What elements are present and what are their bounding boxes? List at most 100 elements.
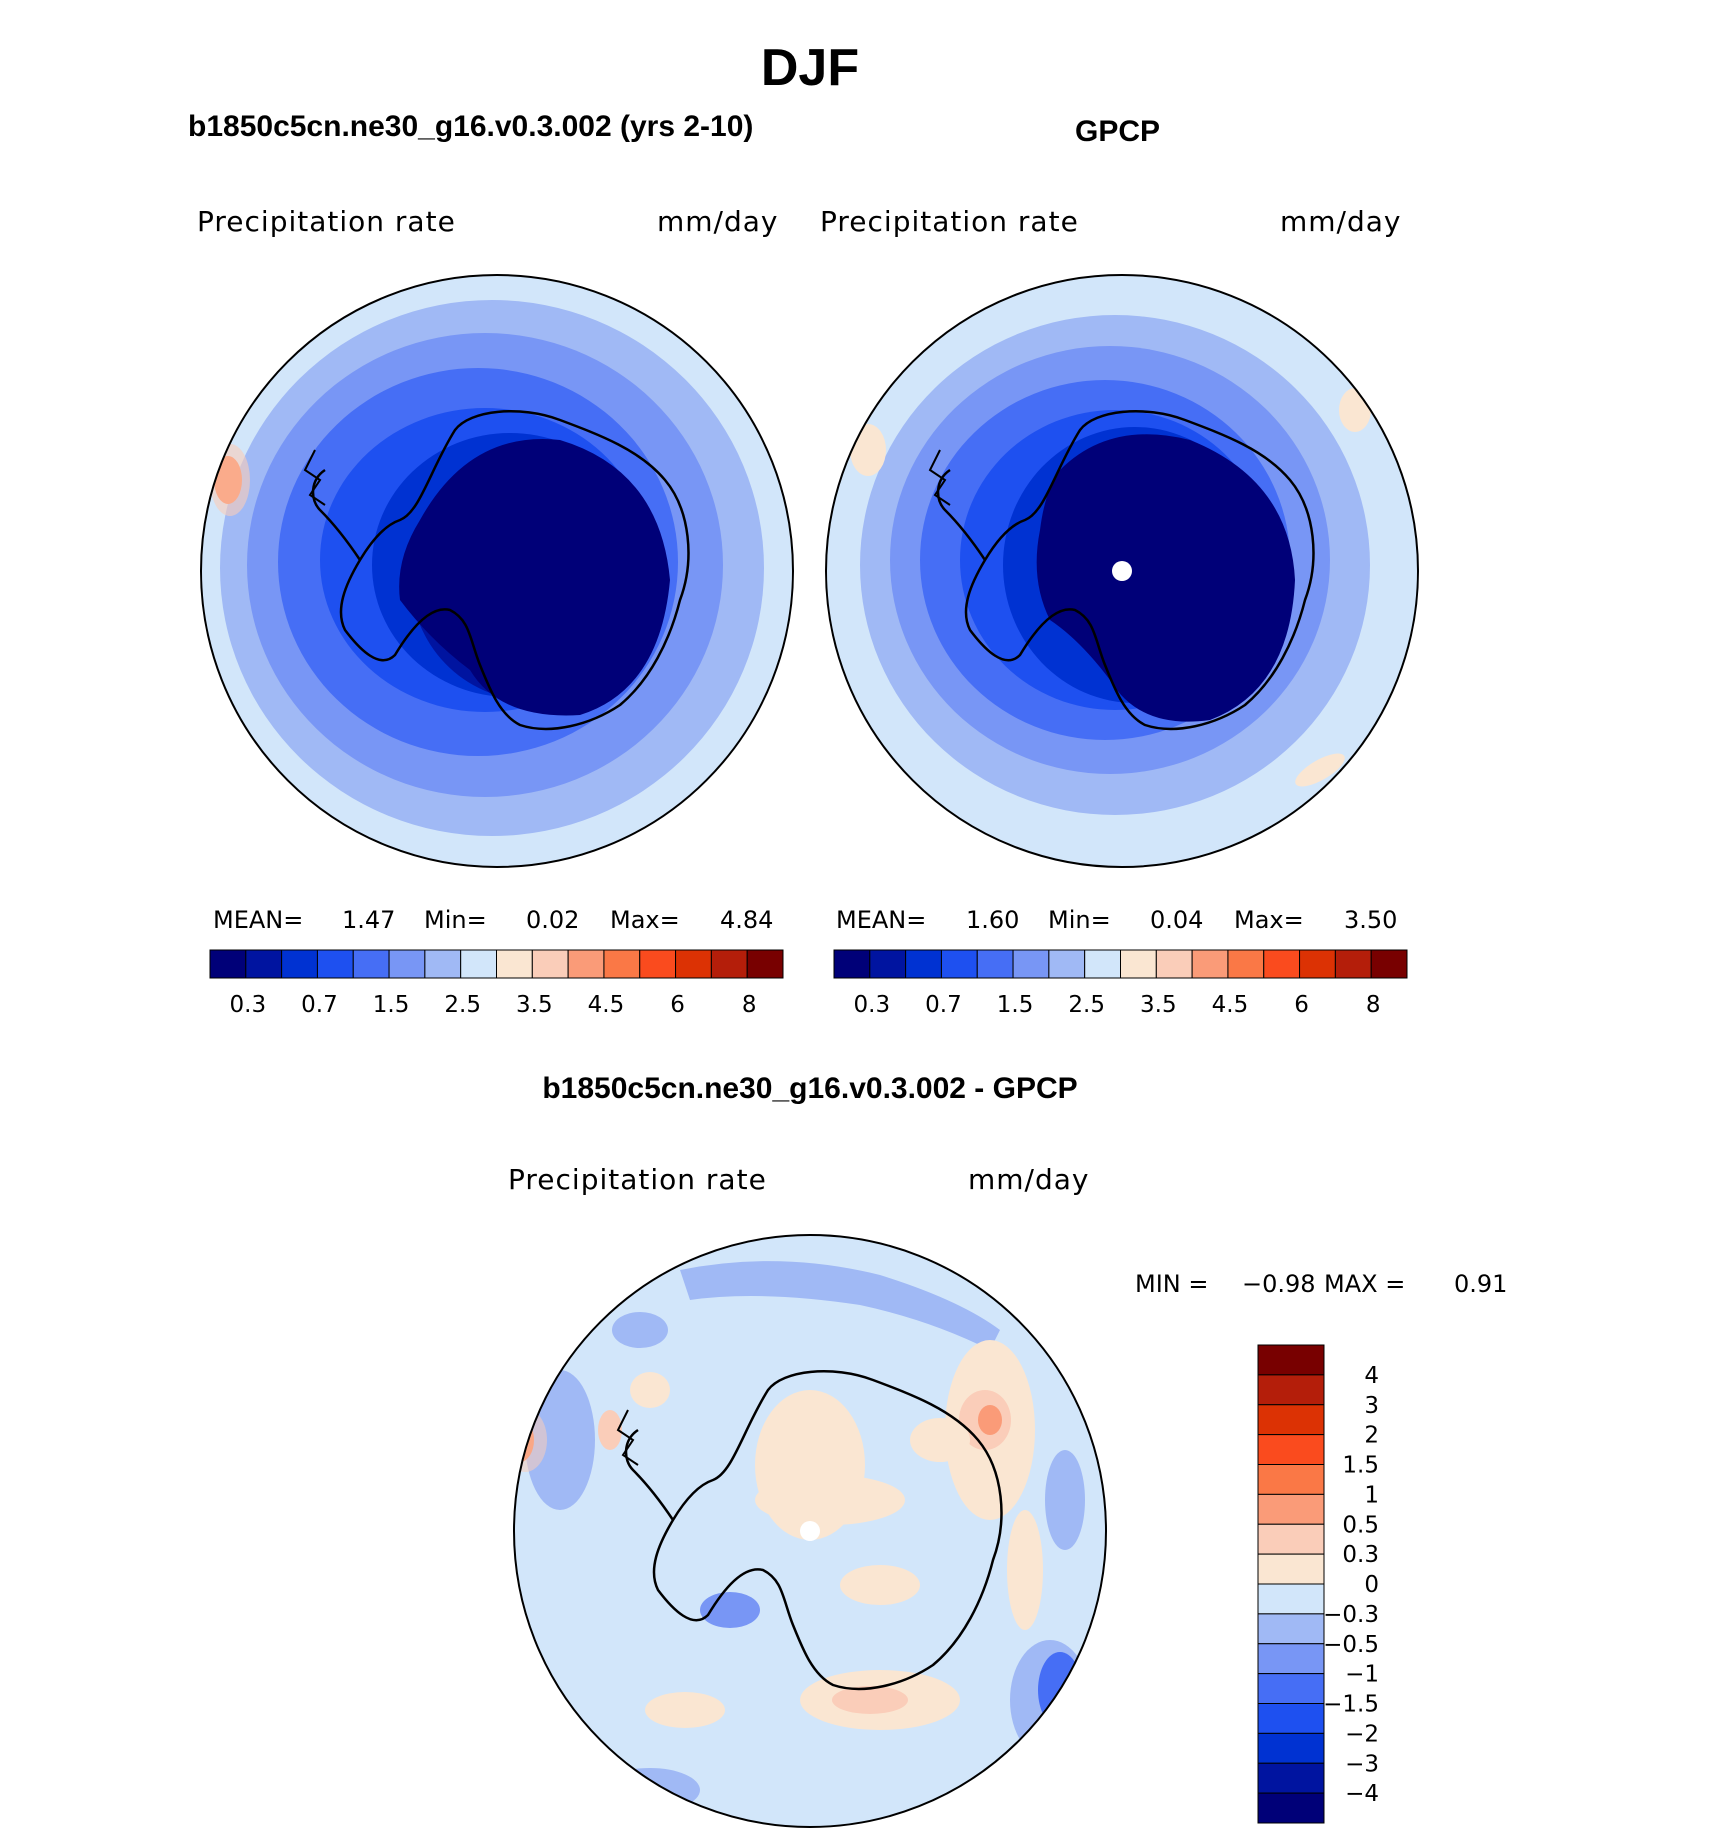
diff-colorbar: 4 3 2 1.5 1 0.5 0.3 0 −0.3 −0.5 −1 −1.5 −2 −3 −4 [1257, 1344, 1379, 1824]
model-panel-title: b1850c5cn.ne30_g16.v0.3.002 (yrs 2-10) [188, 110, 754, 143]
obs-variable-label: Precipitation rate [820, 205, 1079, 238]
diff-map [514, 1235, 1106, 1827]
obs-map-border [825, 274, 1419, 868]
obs-colorbar-tick-label: 3.5 [1140, 992, 1177, 1018]
diff-colorbar-swatch-15 [1257, 1792, 1325, 1824]
obs-colorbar-swatch-6 [1048, 949, 1086, 979]
diff-colorbar-tick-label: −4 [1345, 1781, 1379, 1807]
obs-colorbar-swatch-10 [1191, 949, 1229, 979]
diff-colorbar-swatch-11 [1257, 1673, 1325, 1704]
model-min-value: 0.02 [526, 906, 580, 934]
model-variable-label: Precipitation rate [197, 205, 456, 238]
diff-colorbar-swatch-7 [1257, 1553, 1325, 1585]
model-colorbar-swatch-12 [639, 949, 677, 979]
model-colorbar-swatch-6 [424, 949, 462, 979]
model-colorbar-swatch-3 [316, 949, 354, 979]
model-antarctica-coastline [311, 410, 690, 731]
obs-colorbar-swatch-13 [1299, 949, 1336, 979]
obs-map [826, 275, 1418, 867]
obs-colorbar-tick-label: 2.5 [1068, 992, 1105, 1018]
obs-mean-label: MEAN= [836, 906, 927, 934]
model-mean-label: MEAN= [213, 906, 304, 934]
diff-units-label: mm/day [968, 1163, 1090, 1196]
obs-mean-value: 1.60 [966, 906, 1020, 934]
figure-title: DJF [760, 39, 860, 97]
model-map [201, 275, 793, 867]
obs-min-label: Min= [1048, 906, 1111, 934]
diff-max-value: 0.91 [1454, 1270, 1508, 1298]
diff-max-label: MAX = [1324, 1270, 1406, 1298]
diff-colorbar-tick-label: −3 [1345, 1751, 1379, 1777]
diff-colorbar-tick-label: −1 [1345, 1662, 1379, 1688]
obs-colorbar-swatch-11 [1227, 949, 1265, 979]
model-colorbar-swatch-11 [603, 949, 641, 979]
obs-colorbar-tick-label: 4.5 [1212, 992, 1249, 1018]
diff-colorbar-swatch-10 [1257, 1643, 1325, 1675]
model-colorbar-swatch-9 [531, 949, 569, 979]
obs-max-label: Max= [1234, 906, 1304, 934]
diff-variable-label: Precipitation rate [508, 1163, 767, 1196]
model-colorbar-swatch-8 [496, 949, 533, 979]
model-colorbar-swatch-10 [567, 949, 605, 979]
obs-units-label: mm/day [1280, 205, 1402, 238]
model-colorbar-tick-label: 8 [742, 992, 757, 1018]
model-map-border [200, 274, 794, 868]
obs-colorbar-swatch-2 [905, 949, 942, 979]
obs-colorbar-swatch-0 [833, 949, 871, 979]
diff-colorbar-swatch-0 [1257, 1344, 1325, 1376]
obs-min-value: 0.04 [1150, 906, 1204, 934]
obs-antarctica-coastline [936, 410, 1315, 731]
diff-colorbar-tick-label: −0.5 [1323, 1632, 1379, 1658]
model-colorbar-tick-label: 4.5 [588, 992, 625, 1018]
obs-panel-title: GPCP [1075, 115, 1161, 148]
diff-colorbar-swatch-2 [1257, 1404, 1325, 1436]
obs-colorbar-swatch-12 [1263, 949, 1301, 979]
diff-colorbar-swatch-8 [1257, 1583, 1325, 1615]
model-colorbar-swatch-14 [710, 949, 748, 979]
model-colorbar-swatch-15 [746, 949, 784, 979]
diff-min-label: MIN = [1135, 1270, 1209, 1298]
diff-colorbar-tick-label: −0.3 [1323, 1602, 1379, 1628]
obs-colorbar-tick-label: 0.7 [925, 992, 962, 1018]
model-colorbar-tick-label: 0.3 [230, 992, 267, 1018]
model-min-label: Min= [424, 906, 487, 934]
obs-colorbar-swatch-3 [940, 949, 978, 979]
model-units-label: mm/day [657, 205, 779, 238]
model-max-value: 4.84 [720, 906, 774, 934]
model-colorbar-swatch-2 [281, 949, 318, 979]
diff-colorbar-tick-label: 3 [1364, 1393, 1379, 1419]
model-colorbar-swatch-1 [245, 949, 283, 979]
diff-colorbar-swatch-1 [1257, 1374, 1325, 1406]
obs-colorbar-tick-label: 1.5 [997, 992, 1034, 1018]
diff-colorbar-tick-label: 0.3 [1342, 1542, 1379, 1568]
model-colorbar-tick-label: 0.7 [301, 992, 338, 1018]
model-colorbar-swatch-13 [675, 949, 712, 979]
diff-min-value: −0.98 [1242, 1270, 1316, 1298]
obs-colorbar-tick-label: 8 [1366, 992, 1381, 1018]
diff-panel-title: b1850c5cn.ne30_g16.v0.3.002 - GPCP [542, 1072, 1078, 1105]
diff-colorbar-swatch-13 [1257, 1732, 1325, 1764]
obs-colorbar: 0.3 0.7 1.5 2.5 3.5 4.5 6 8 [833, 949, 1408, 1018]
diff-colorbar-tick-label: −1.5 [1323, 1692, 1379, 1718]
obs-colorbar-tick-label: 0.3 [854, 992, 891, 1018]
diff-colorbar-swatch-3 [1257, 1434, 1325, 1465]
model-colorbar-swatch-7 [460, 949, 497, 979]
diff-antarctica-coastline [624, 1370, 1003, 1691]
model-max-label: Max= [610, 906, 680, 934]
model-mean-value: 1.47 [342, 906, 396, 934]
model-colorbar-tick-label: 6 [670, 992, 685, 1018]
diff-colorbar-tick-label: 0 [1364, 1572, 1379, 1598]
obs-colorbar-swatch-7 [1084, 949, 1121, 979]
diff-colorbar-swatch-4 [1257, 1464, 1325, 1495]
diff-colorbar-tick-label: 0.5 [1342, 1512, 1379, 1538]
diff-colorbar-tick-label: 2 [1364, 1423, 1379, 1449]
obs-colorbar-swatch-15 [1370, 949, 1408, 979]
diff-colorbar-swatch-5 [1257, 1493, 1325, 1525]
diff-colorbar-swatch-6 [1257, 1523, 1325, 1555]
model-colorbar-tick-label: 2.5 [444, 992, 481, 1018]
obs-colorbar-swatch-5 [1012, 949, 1050, 979]
obs-colorbar-swatch-14 [1334, 949, 1372, 979]
model-colorbar-swatch-0 [209, 949, 247, 979]
model-colorbar: 0.3 0.7 1.5 2.5 3.5 4.5 6 8 [209, 949, 784, 1018]
obs-colorbar-tick-label: 6 [1294, 992, 1309, 1018]
